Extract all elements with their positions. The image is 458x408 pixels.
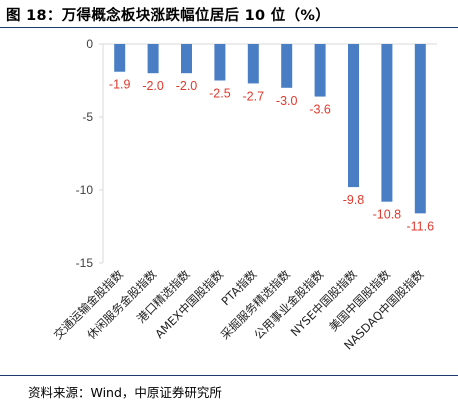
bar xyxy=(414,44,426,214)
y-tick-label: -5 xyxy=(82,110,93,124)
source-note: 资料来源：Wind，中原证券研究所 xyxy=(28,385,222,400)
bar xyxy=(181,44,192,74)
data-label: -9.8 xyxy=(343,193,365,207)
y-tick-label: -15 xyxy=(76,256,94,270)
data-label: -10.8 xyxy=(373,208,402,222)
data-label: -11.6 xyxy=(407,219,435,233)
bar xyxy=(281,44,293,88)
title-divider xyxy=(0,27,458,28)
data-label: -2.0 xyxy=(176,79,198,93)
data-label: -3.0 xyxy=(276,94,298,108)
data-label: -2.5 xyxy=(209,87,231,101)
y-tick-label: 0 xyxy=(86,37,93,51)
y-tick-label: -10 xyxy=(76,183,94,197)
bar xyxy=(314,44,326,97)
data-label: -1.9 xyxy=(109,78,131,92)
bar xyxy=(147,44,159,74)
bar xyxy=(381,44,393,202)
bar-chart: 0-5-10-15-1.9交通运输金股指数-2.0休闲服务金股指数-2.0港口精… xyxy=(51,37,437,353)
bar xyxy=(247,44,259,84)
figure-title: 图 18：万得概念板块涨跌幅位居后 10 位（%） xyxy=(6,8,331,24)
bar xyxy=(114,44,126,72)
source-divider xyxy=(0,375,458,376)
bar xyxy=(348,44,359,188)
data-label: -2.0 xyxy=(142,79,164,93)
data-label: -3.6 xyxy=(309,103,331,117)
data-label: -2.7 xyxy=(243,89,265,103)
bar xyxy=(214,44,226,81)
